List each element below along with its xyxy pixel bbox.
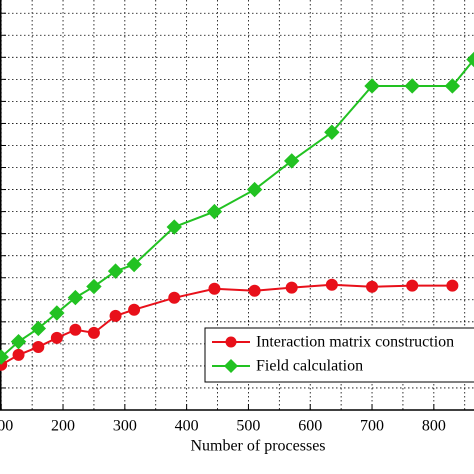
legend-label: Interaction matrix construction — [256, 334, 454, 351]
legend-marker — [224, 359, 238, 373]
marker — [325, 278, 338, 291]
marker — [324, 124, 340, 140]
marker — [126, 256, 142, 273]
marker — [107, 263, 124, 279]
marker — [87, 326, 100, 339]
marker — [128, 303, 141, 316]
marker — [0, 349, 9, 365]
marker — [32, 340, 45, 353]
marker — [69, 323, 82, 336]
marker — [206, 203, 223, 220]
x-tick-label: 400 — [175, 418, 199, 435]
legend: Interaction matrix construction Field cal… — [204, 327, 474, 383]
marker — [246, 181, 263, 198]
legend-box — [204, 327, 474, 383]
marker — [366, 280, 379, 293]
marker — [285, 281, 298, 294]
legend-marker — [225, 336, 237, 348]
marker — [109, 309, 122, 322]
x-tick-label: 700 — [360, 418, 384, 435]
marker — [10, 333, 27, 350]
marker — [50, 331, 63, 344]
marker — [166, 219, 182, 235]
x-tick-label: 100 — [0, 418, 13, 435]
x-axis-label: Number of processes — [190, 438, 325, 455]
marker — [283, 153, 300, 169]
marker — [444, 78, 461, 94]
x-tick-label: 800 — [422, 418, 446, 435]
marker — [30, 320, 47, 337]
x-tick-label: 600 — [298, 418, 322, 435]
marker — [86, 278, 102, 295]
marker — [208, 282, 221, 295]
marker — [404, 78, 420, 94]
legend-label: Field calculation — [256, 358, 363, 375]
marker — [466, 51, 474, 68]
x-tick-label: 200 — [51, 418, 75, 435]
marker — [406, 279, 419, 292]
marker — [364, 78, 380, 94]
marker — [49, 305, 65, 321]
marker — [168, 291, 181, 304]
marker — [446, 279, 459, 292]
marker — [248, 284, 261, 297]
series-line — [0, 283, 453, 366]
marker — [12, 348, 25, 361]
x-tick-label: 300 — [113, 418, 137, 435]
x-tick-label: 500 — [236, 418, 260, 435]
marker — [67, 289, 84, 306]
